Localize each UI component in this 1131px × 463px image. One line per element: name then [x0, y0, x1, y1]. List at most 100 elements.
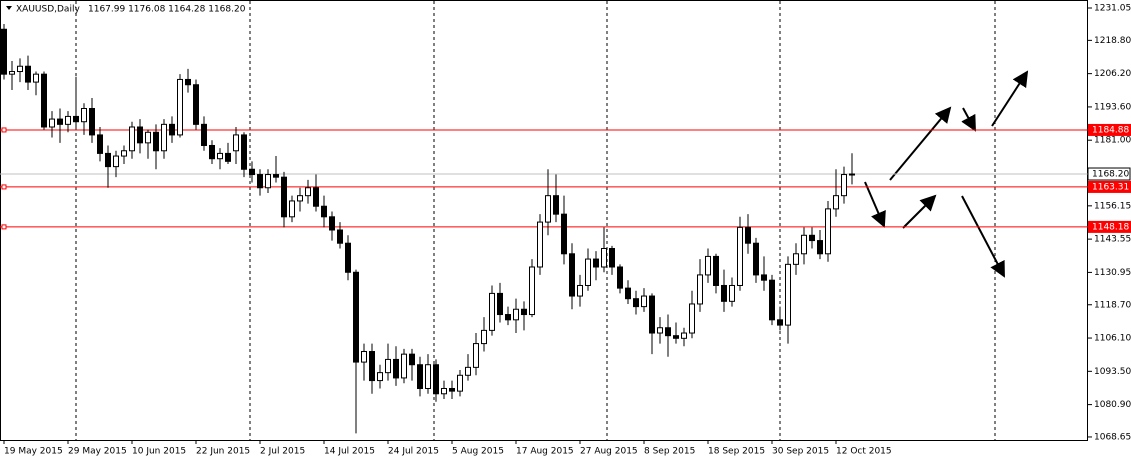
- level-tag: [1088, 180, 1131, 193]
- candle-body: [441, 387, 447, 395]
- candle-body: [41, 73, 47, 128]
- candle-body: [457, 374, 463, 392]
- y-tick-label: 1218.80: [1094, 36, 1131, 46]
- candle-body: [801, 234, 807, 255]
- y-tick-label: 1080.90: [1094, 400, 1131, 410]
- x-tick-label: 2 Jul 2015: [260, 447, 305, 457]
- candle-body: [737, 226, 743, 286]
- candle-body: [201, 123, 207, 146]
- candle-body: [657, 327, 663, 334]
- candle-body: [721, 284, 727, 302]
- y-tick-label: 1130.95: [1094, 268, 1131, 278]
- candle-body: [561, 213, 567, 255]
- candle-body: [513, 308, 519, 321]
- candle-body: [649, 295, 655, 334]
- candle-body: [449, 387, 455, 392]
- candle-body: [161, 123, 167, 152]
- y-tick-label: 1143.55: [1094, 235, 1131, 245]
- candle-body: [217, 152, 223, 160]
- candle-body: [257, 174, 263, 189]
- candle-body: [681, 332, 687, 339]
- x-tick-label: 29 May 2015: [68, 447, 127, 457]
- x-tick-label: 22 Jun 2015: [196, 447, 250, 457]
- candle-body: [121, 150, 127, 157]
- x-tick-label: 24 Jul 2015: [388, 447, 439, 457]
- candle-body: [625, 287, 631, 300]
- candle-body: [249, 168, 255, 176]
- candle-body: [505, 314, 511, 321]
- candle-body: [609, 247, 615, 268]
- level-anchor: [1, 224, 7, 230]
- projection-arrows: [864, 70, 1029, 278]
- price-label: 1168.20: [1092, 170, 1129, 180]
- candle-body: [521, 308, 527, 316]
- candle-body: [9, 71, 15, 75]
- candle-body: [673, 335, 679, 339]
- candle-body: [841, 174, 847, 197]
- level-label: 1184.88: [1092, 125, 1129, 135]
- level-anchor: [1, 184, 7, 190]
- candle-body: [425, 364, 431, 389]
- y-tick-label: 1093.50: [1094, 367, 1131, 377]
- candle-body: [281, 176, 287, 218]
- candle-body: [393, 358, 399, 379]
- candle-body: [329, 216, 335, 231]
- candle-body: [297, 195, 303, 202]
- candle-body: [409, 353, 415, 366]
- candle-body: [273, 174, 279, 178]
- chart-title: XAUUSD,Daily: [16, 5, 80, 15]
- candle-body: [73, 115, 79, 123]
- candle-body: [433, 364, 439, 395]
- candle-body: [713, 255, 719, 286]
- candle-body: [617, 266, 623, 289]
- candle-body: [33, 73, 39, 83]
- candle-body: [777, 319, 783, 326]
- candle-body: [417, 364, 423, 389]
- candle-body: [553, 195, 559, 215]
- candle-body: [17, 65, 23, 73]
- x-tick-label: 18 Sep 2015: [708, 447, 765, 457]
- candle-body: [137, 126, 143, 144]
- x-tick-label: 10 Jun 2015: [132, 447, 186, 457]
- x-tick-label: 27 Aug 2015: [580, 447, 638, 457]
- candle-body: [225, 152, 231, 162]
- candle-body: [817, 240, 823, 255]
- candle-body: [761, 274, 767, 281]
- candle-body: [177, 78, 183, 136]
- candle-body: [81, 108, 87, 123]
- candle-body: [537, 221, 543, 268]
- candle-body: [833, 195, 839, 210]
- candle-body: [593, 258, 599, 268]
- candle-body: [65, 115, 71, 125]
- candle-body: [401, 353, 407, 379]
- y-tick-label: 1106.10: [1094, 334, 1131, 344]
- candle-body: [577, 284, 583, 297]
- y-tick-label: 1231.05: [1094, 3, 1131, 13]
- x-tick-label: 12 Oct 2015: [836, 447, 892, 457]
- candle-body: [785, 263, 791, 326]
- candle-body: [193, 84, 199, 125]
- candle-body: [689, 303, 695, 334]
- y-tick-label: 1206.20: [1094, 69, 1131, 79]
- candle-body: [481, 329, 487, 345]
- candle-body: [353, 271, 359, 363]
- candle-body: [769, 279, 775, 321]
- candle-body: [489, 292, 495, 331]
- candle-body: [169, 123, 175, 136]
- candle-body: [209, 144, 215, 160]
- level-tag: [1088, 123, 1131, 136]
- candle-body: [585, 258, 591, 286]
- y-tick-label: 1181.00: [1094, 136, 1131, 146]
- candle-body: [25, 65, 31, 83]
- candle-body: [825, 208, 831, 255]
- candle-body: [697, 274, 703, 305]
- candle-body: [849, 173, 855, 176]
- candle-body: [89, 108, 95, 136]
- price-tag: [1087, 167, 1131, 181]
- level-label: 1148.18: [1092, 222, 1129, 232]
- plot-frame: [0, 0, 1088, 441]
- candle-body: [233, 134, 239, 152]
- candle-body: [321, 205, 327, 218]
- y-tick-label: 1068.65: [1094, 432, 1131, 442]
